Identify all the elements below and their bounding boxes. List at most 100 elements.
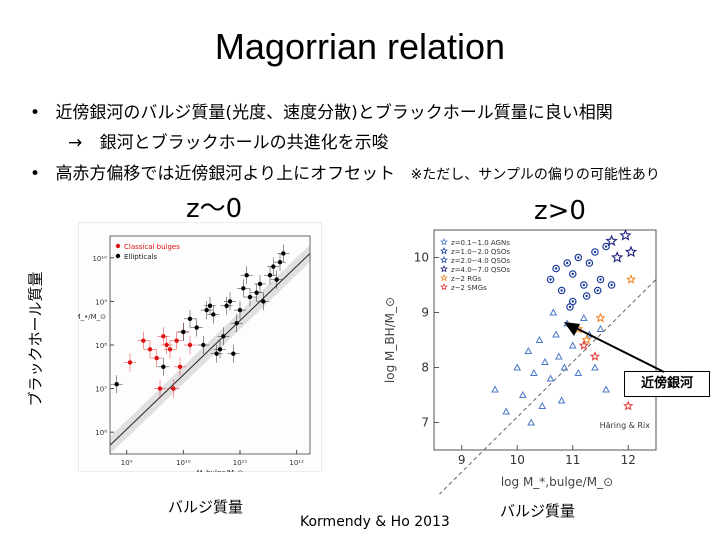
data-point — [257, 281, 263, 287]
y-tick-label: 10⁹ — [95, 298, 107, 306]
data-point — [591, 248, 599, 256]
data-point — [602, 242, 610, 251]
data-point-core — [549, 278, 552, 281]
data-point — [563, 259, 572, 267]
data-point — [578, 340, 590, 350]
x-axis-title: log M_*,bulge/M_⊙ — [501, 475, 613, 489]
data-point-core — [577, 256, 580, 259]
data-point — [491, 385, 499, 393]
data-point-core — [610, 283, 613, 287]
chart-annotation: Häring & Rix — [600, 421, 651, 430]
data-point — [164, 342, 169, 348]
data-point — [171, 386, 176, 391]
data-point — [595, 312, 606, 323]
data-point — [596, 275, 605, 284]
data-point — [114, 382, 119, 387]
y-tick-label: 9 — [421, 306, 429, 320]
data-point — [174, 338, 179, 343]
x-tick-label: 10⁹ — [121, 459, 133, 467]
data-point — [254, 290, 259, 295]
data-point — [227, 299, 233, 304]
plot-frame — [433, 229, 657, 451]
legend-label: Ellipticals — [124, 253, 157, 261]
citation: Kormendy & Ho 2013 — [300, 514, 450, 530]
x-tick-label: 10¹¹ — [233, 459, 248, 467]
x-axis-title: M_bulge/M_⊙ — [197, 469, 244, 472]
data-point — [154, 355, 159, 361]
data-point — [141, 338, 146, 343]
data-point — [231, 351, 236, 356]
bullet-text: 高赤方偏移では近傍銀河より上にオフセット — [55, 164, 396, 184]
legend-label: z=2.0−4.0 QSOs — [451, 257, 510, 265]
bullet-1: • 近傍銀河のバルジ質量(光度、速度分散)とブラックホール質量に良い相関 — [30, 98, 613, 123]
local-relation-dashed-line — [438, 279, 657, 494]
y-tick-label: 10⁶ — [95, 429, 107, 437]
data-point — [568, 341, 577, 349]
data-point — [585, 259, 594, 267]
data-point — [157, 386, 163, 391]
data-point — [241, 286, 246, 291]
data-point — [527, 418, 535, 426]
data-point — [602, 385, 610, 393]
callout-arrow — [564, 322, 665, 373]
data-point — [555, 352, 563, 360]
legend-marker — [440, 255, 448, 264]
data-point — [619, 229, 632, 241]
data-point — [541, 357, 549, 365]
data-point — [261, 299, 266, 304]
legend-label: z~2 SMGs — [451, 284, 487, 292]
data-point — [204, 307, 209, 313]
legend-marker — [440, 264, 448, 273]
data-point — [277, 259, 283, 265]
data-point — [546, 374, 555, 382]
data-point — [593, 286, 602, 295]
data-point — [281, 251, 286, 256]
y-tick-label: 7 — [421, 416, 429, 430]
legend-label: z~2 RGs — [451, 275, 482, 283]
y-tick-label: 10¹⁰ — [92, 255, 107, 263]
data-point — [582, 292, 591, 300]
data-point — [234, 321, 239, 326]
data-point — [271, 264, 276, 269]
legend-marker — [440, 237, 448, 246]
data-point — [530, 368, 538, 376]
callout-arrow-head — [564, 322, 580, 336]
data-point — [513, 363, 522, 371]
x-label-right: バルジ質量 — [500, 502, 576, 520]
caveat-note: ※ただし、サンプルの偏りの可能性あり — [410, 167, 660, 183]
data-point — [167, 347, 173, 352]
data-point — [574, 253, 583, 262]
legend-label: Classical bulges — [124, 243, 180, 251]
legend-marker — [440, 282, 448, 291]
bullet-marker: • — [30, 164, 41, 184]
bullet-marker: → — [68, 133, 83, 153]
slide-title: Magorrian relation — [214, 26, 506, 67]
data-point — [623, 400, 634, 411]
data-point — [568, 270, 577, 278]
data-point — [557, 396, 566, 404]
local-magorrian-plot: 10⁹ 10¹⁰ 10¹¹ 10¹² 10¹⁰ 10⁹ 10⁸ 10⁷ 10⁶ M_•/M_⊙ M_… — [78, 222, 322, 472]
data-point-core — [571, 272, 574, 276]
bullet-3: • 高赤方偏移では近傍銀河より上にオフセット ※ただし、サンプルの偏りの可能性あ… — [30, 159, 660, 184]
legend-marker — [440, 246, 448, 255]
data-point-core — [566, 261, 569, 265]
data-point — [560, 363, 569, 371]
data-point — [147, 347, 153, 352]
data-point — [127, 360, 133, 365]
data-point — [161, 334, 166, 339]
data-point — [244, 273, 249, 278]
data-point — [211, 312, 216, 317]
panel-right-label: z>0 — [534, 196, 586, 226]
x-label-left: バルジ質量 — [168, 498, 244, 516]
data-point — [557, 286, 566, 295]
data-point-core — [582, 283, 586, 287]
x-tick-label: 10¹⁰ — [176, 459, 191, 467]
legend-label: z=4.0−7.0 QSOs — [451, 266, 510, 274]
data-point — [549, 308, 558, 316]
highz-magorrian-plot: 9 10 11 12 7 8 9 10 log M_BH/M_⊙log M_*,bulge/M_… — [383, 229, 657, 494]
y-axis-title: log M_BH/M_⊙ — [383, 297, 397, 383]
data-point — [625, 274, 637, 284]
data-point — [524, 346, 533, 354]
data-point — [187, 316, 193, 322]
data-point — [607, 281, 616, 289]
